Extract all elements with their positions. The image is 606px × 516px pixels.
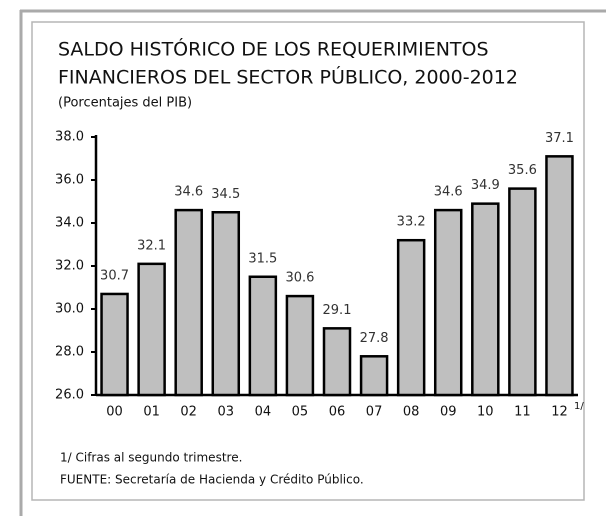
y-tick-label: 34.0 — [55, 216, 84, 231]
chart-subtitle: (Porcentajes del PIB) — [58, 96, 192, 111]
y-tick-label: 28.0 — [55, 345, 84, 360]
footnote: 1/ Cifras al segundo trimestre. — [60, 451, 242, 465]
x-tick-label: 02 — [180, 405, 197, 420]
bar — [137, 262, 166, 397]
x-tick-label: 04 — [255, 405, 272, 420]
x-tick-label: 06 — [329, 405, 346, 420]
bar — [545, 155, 574, 397]
data-label: 30.6 — [285, 271, 314, 286]
y-tick-label: 32.0 — [55, 259, 84, 274]
bar — [359, 355, 389, 397]
x-tick-label: 10 — [477, 405, 494, 420]
x-tick-label: 00 — [106, 405, 123, 420]
bar — [508, 187, 537, 397]
x-tick-label: 12 — [551, 405, 568, 420]
bar — [211, 211, 241, 397]
data-label: 37.1 — [545, 131, 574, 146]
data-label: 31.5 — [248, 251, 277, 266]
data-label: 34.6 — [174, 185, 203, 200]
bar — [174, 208, 203, 397]
bar — [285, 294, 315, 397]
data-label: 34.6 — [434, 185, 463, 200]
chart-title: SALDO HISTÓRICO DE LOS REQUERIMIENTOS — [58, 37, 489, 61]
bar — [471, 202, 500, 397]
bar — [396, 238, 426, 397]
data-label: 27.8 — [360, 331, 389, 346]
x-tick-label: 07 — [366, 405, 383, 420]
x-tick-label: 11 — [514, 405, 531, 420]
panel — [31, 21, 585, 501]
y-tick-label: 38.0 — [55, 130, 84, 145]
data-label: 34.9 — [471, 178, 500, 193]
bar — [322, 327, 352, 397]
data-label: 33.2 — [397, 215, 426, 230]
y-tick-label: 36.0 — [55, 173, 84, 188]
data-label: 30.7 — [100, 268, 129, 283]
x-tick-label: 05 — [292, 405, 309, 420]
data-label: 32.1 — [137, 238, 166, 253]
bar — [248, 275, 278, 397]
data-label: 29.1 — [323, 303, 352, 318]
x-note: 1/ — [574, 401, 584, 412]
y-tick-label: 30.0 — [55, 302, 84, 317]
x-tick-label: 01 — [143, 405, 160, 420]
bar — [100, 292, 129, 397]
y-tick-label: 26.0 — [55, 388, 84, 403]
bar — [433, 208, 463, 397]
x-tick-label: 08 — [403, 405, 420, 420]
data-label: 34.5 — [211, 187, 240, 202]
chart-title: FINANCIEROS DEL SECTOR PÚBLICO, 2000-201… — [58, 65, 518, 89]
x-tick-label: 09 — [440, 405, 457, 420]
footnote: FUENTE: Secretaría de Hacienda y Crédito… — [60, 473, 364, 487]
x-tick-label: 03 — [217, 405, 234, 420]
data-label: 35.6 — [508, 163, 537, 178]
